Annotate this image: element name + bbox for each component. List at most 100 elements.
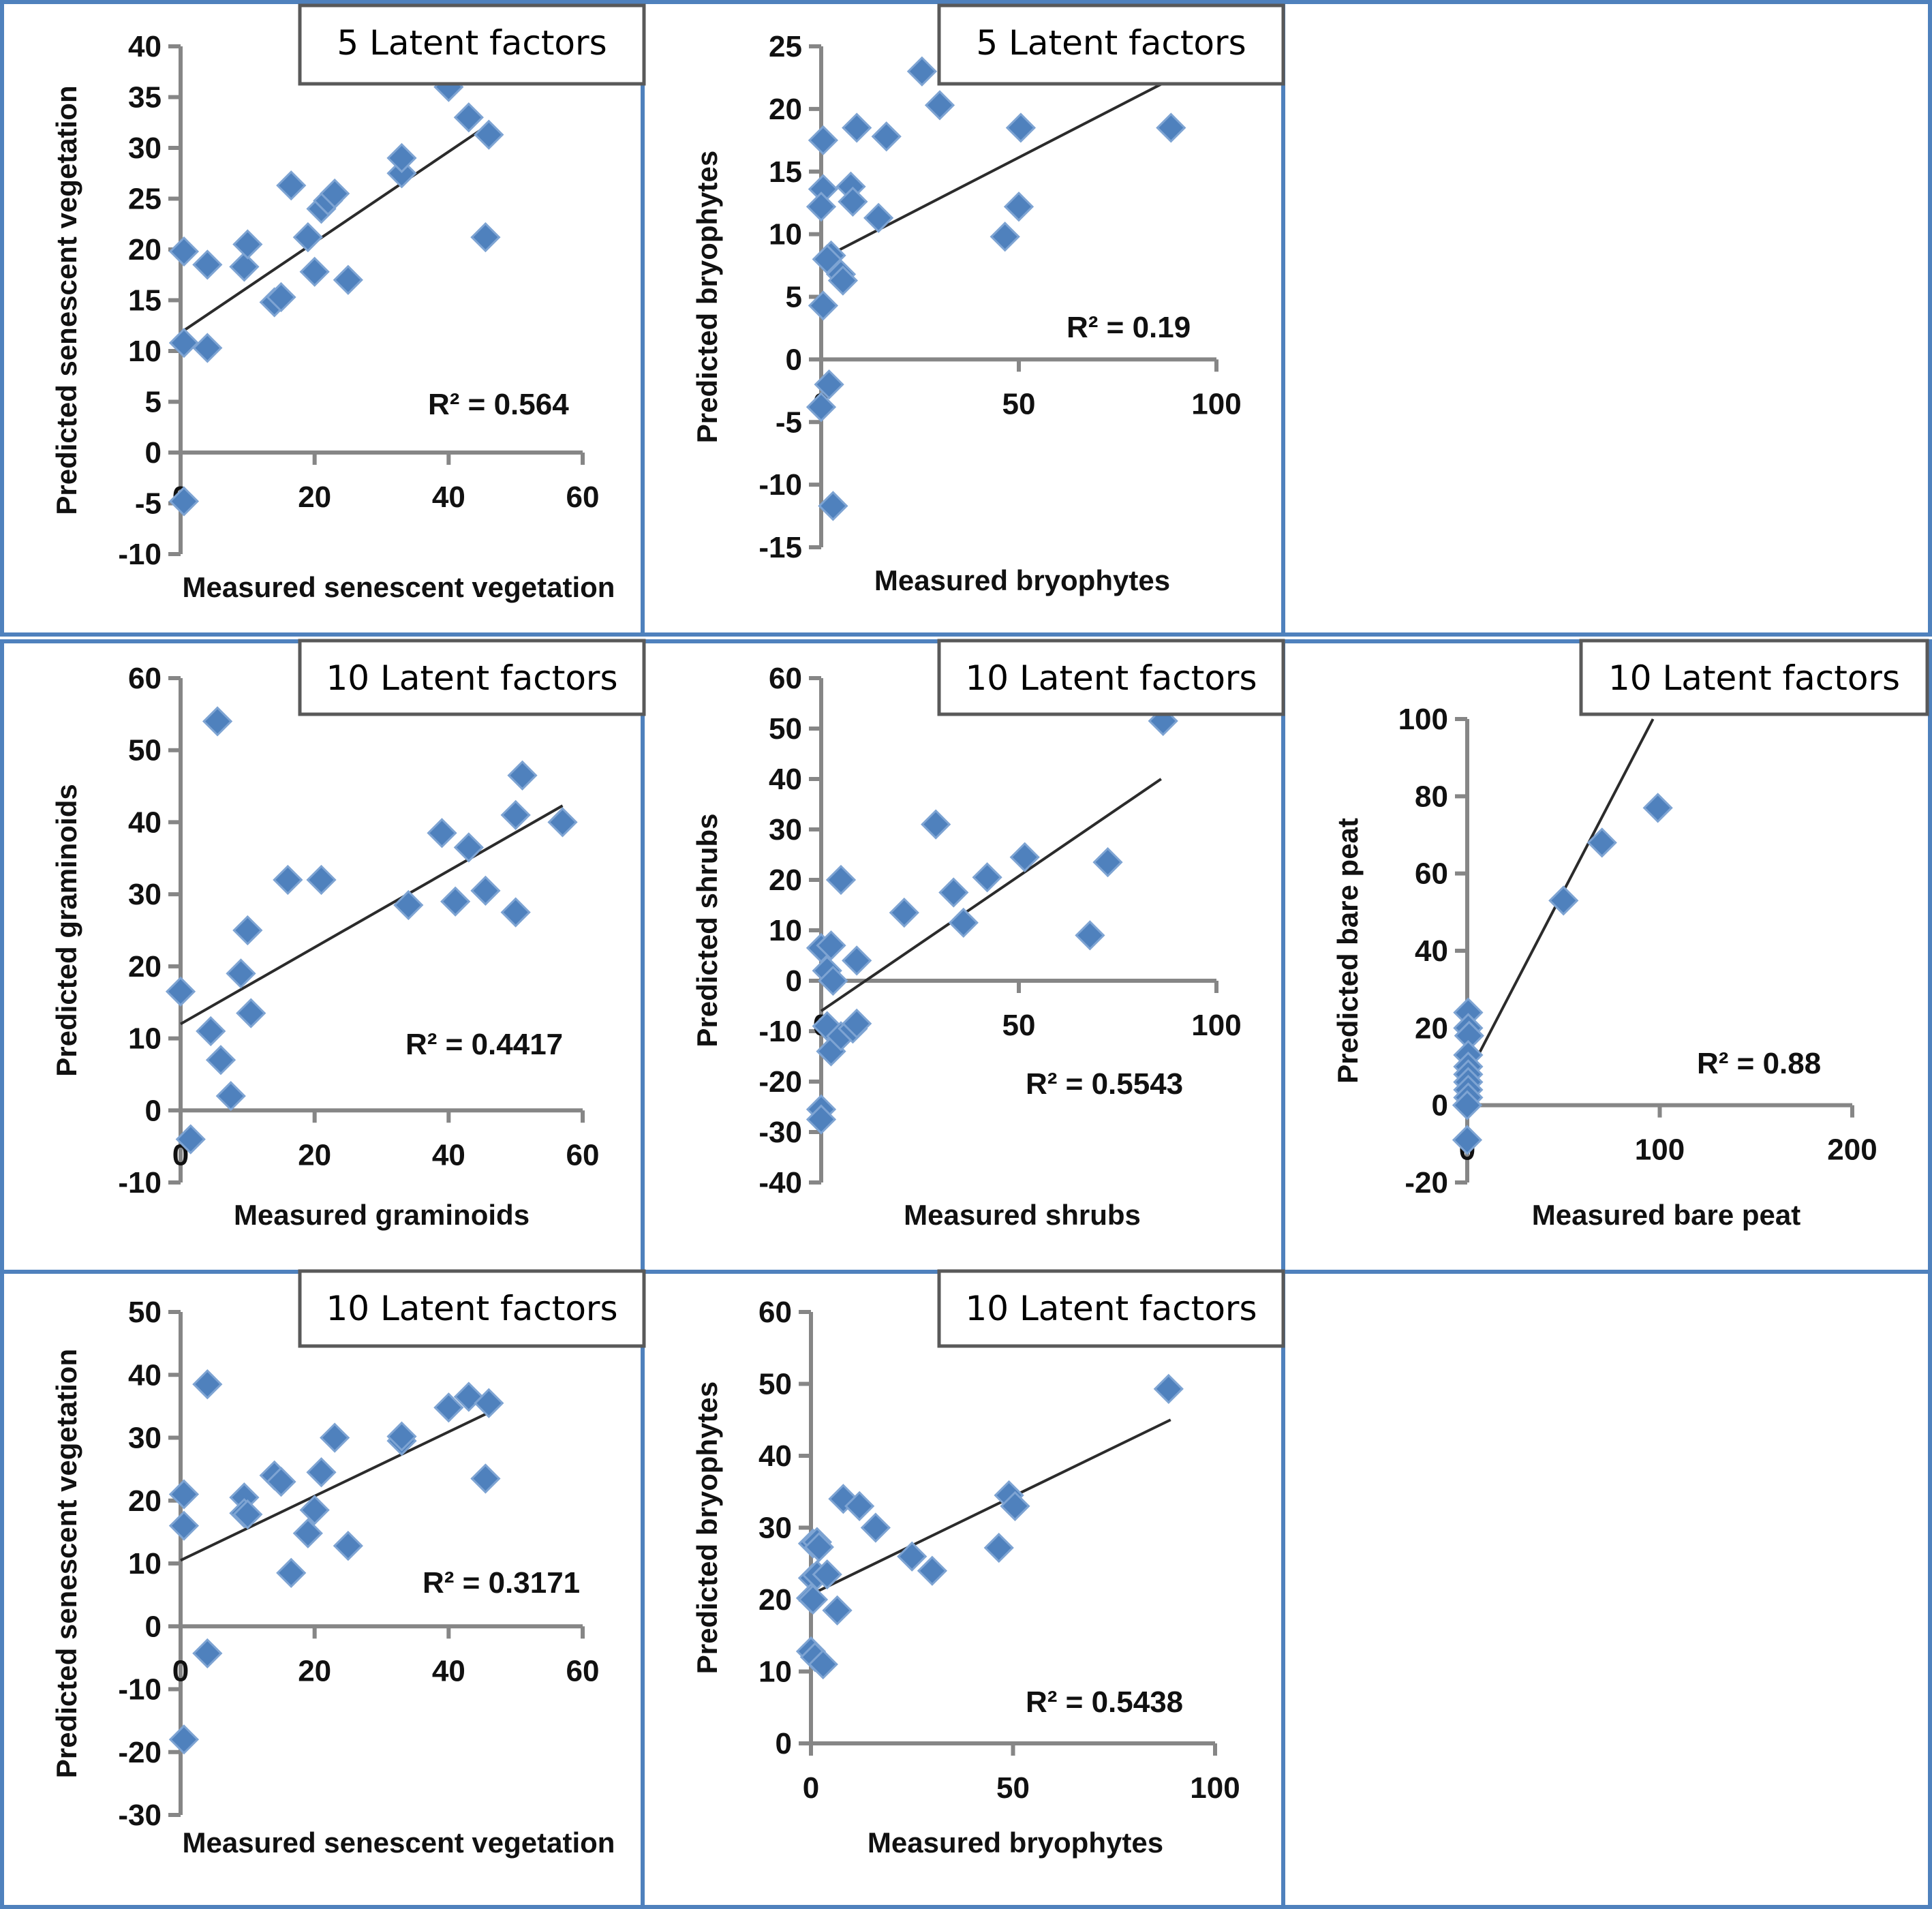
y-tick-label: 60 [758,1296,792,1329]
y-tick-label: 40 [769,763,802,796]
frame-row3-col3 [1281,1270,1932,1909]
data-point [474,1388,504,1418]
data-point [838,186,868,217]
data-point [292,1518,323,1548]
data-point [1156,112,1186,143]
data-point [165,976,196,1007]
data-point [192,1369,223,1400]
data-point [842,945,872,976]
data-point [889,897,919,928]
y-tick-label: -20 [758,1065,802,1099]
y-axis-title: Predicted senescent vegetation [50,85,82,515]
frame-row3-col2 [641,1270,1285,1909]
data-point [924,90,955,121]
y-tick-label: 30 [128,132,162,165]
data-point [863,202,894,233]
data-point [547,807,578,838]
data-point [808,290,839,321]
data-point [797,1584,829,1615]
y-tick-label: 30 [128,1422,162,1455]
data-point [812,1559,842,1590]
y-tick-label: 40 [128,30,162,63]
y-tick-label: 10 [769,218,802,251]
y-tick-label: -5 [776,406,802,439]
x-tick-label: 200 [1827,1133,1877,1167]
y-tick-label: 20 [128,950,162,983]
data-point [816,930,846,961]
data-point [292,222,323,253]
data-point [474,119,504,150]
x-tick-label: 0 [803,1771,819,1805]
data-point [917,1555,948,1586]
y-tick-label: 40 [1415,934,1448,968]
data-point [236,998,266,1028]
x-tick-label: 20 [298,1654,331,1687]
x-tick-label: 40 [432,1138,465,1172]
data-point [453,832,484,863]
data-point [276,1557,307,1588]
data-point [266,281,296,313]
data-point [440,886,471,917]
x-axis-title: Measured senescent vegetation [183,571,615,603]
x-axis-title: Measured bare peat [1532,1199,1801,1231]
data-point [897,1541,927,1572]
latent-factors-box [298,1269,646,1348]
chart-p2: -15-10-50510152025050100R² = 0.19Measure… [691,3,1285,596]
data-point [842,112,872,143]
data-point [168,236,200,267]
y-tick-label: 10 [128,1547,162,1580]
y-tick-label: 15 [769,155,802,189]
data-point [812,244,842,275]
y-tick-label: 5 [786,281,802,314]
x-tick-label: 50 [1002,1009,1036,1042]
trendline [180,1411,490,1562]
latent-factors-box [298,639,646,716]
y-axis-title: Predicted senescent vegetation [50,1349,82,1778]
data-point [972,862,1002,893]
chart-p4: -40-30-20-100102030405060050100R² = 0.55… [691,639,1285,1231]
y-tick-label: -20 [1405,1166,1448,1200]
data-point [470,875,501,906]
latent-factors-label: 5 Latent factors [976,23,1246,63]
data-point [215,1081,246,1112]
y-axis-title: Predicted bryophytes [691,151,723,443]
y-axis-title: Predicted graminoids [50,784,82,1076]
data-point [825,864,857,896]
latent-factors-label: 10 Latent factors [965,1289,1257,1328]
data-point [1642,793,1673,823]
data-point [202,706,233,737]
data-point [306,864,337,896]
data-point [500,897,531,928]
y-tick-label: 20 [758,1583,792,1617]
data-point [1548,885,1579,916]
y-tick-label: 20 [1415,1011,1448,1045]
y-tick-label: -10 [758,468,802,502]
y-tick-label: 10 [769,914,802,947]
y-tick-label: 10 [128,1022,162,1056]
trendline [180,804,564,1026]
x-axis-title: Measured bryophytes [874,564,1170,596]
x-tick-label: 100 [1190,1771,1240,1805]
frame-row1-col1 [0,0,645,637]
r-squared-label: R² = 0.5438 [1026,1685,1183,1719]
data-point [1153,1373,1184,1405]
data-point [386,158,417,189]
x-tick-label: 100 [1635,1133,1685,1167]
latent-factors-box [937,3,1285,86]
frame-row2-col2 [641,639,1285,1274]
y-tick-label: 40 [128,1358,162,1392]
latent-factors-label: 5 Latent factors [337,23,607,63]
data-point [453,1381,484,1412]
y-tick-label: 50 [769,712,802,746]
y-tick-label: 20 [769,864,802,897]
data-point [827,265,859,296]
x-tick-label: 60 [566,1654,600,1687]
data-point [470,222,501,253]
data-point [842,1008,872,1039]
y-tick-label: 5 [145,386,162,419]
data-point [1000,1491,1030,1521]
y-tick-label: 25 [769,30,802,63]
x-tick-label: 100 [1191,1009,1241,1042]
data-point [808,1649,838,1680]
data-point [938,877,969,908]
